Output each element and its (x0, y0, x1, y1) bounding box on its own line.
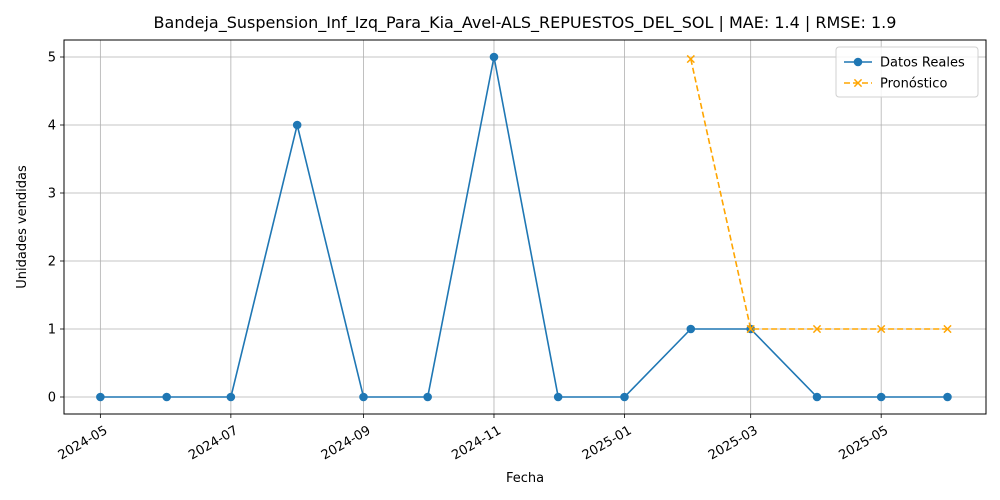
data-point-actual (423, 392, 432, 402)
data-point-actual (162, 392, 171, 402)
grid-lines (64, 40, 986, 414)
legend-swatch-marker (853, 57, 863, 67)
y-tick-label: 2 (48, 255, 56, 270)
x-marker-stroke (746, 324, 755, 334)
data-point-actual (226, 392, 236, 402)
data-point-forecast (877, 324, 886, 334)
data-point-forecast (943, 324, 952, 334)
data-point-actual (876, 392, 886, 402)
y-axis-label: Unidades vendidas (15, 165, 30, 289)
y-tick-label: 0 (48, 391, 56, 406)
plot-frame (63, 39, 987, 415)
chart-title: Bandeja_Suspension_Inf_Izq_Para_Kia_Avel… (154, 13, 897, 33)
x-marker-stroke (943, 324, 952, 334)
y-tick-label: 1 (48, 323, 56, 338)
series-layer (96, 52, 952, 402)
data-point-actual (553, 392, 563, 402)
data-point-actual (359, 392, 368, 402)
legend-entry-label: Datos Reales (880, 56, 965, 71)
data-point-forecast (746, 324, 755, 334)
data-point-actual (96, 392, 105, 402)
legend-swatch-marker (853, 78, 863, 88)
y-tick-label: 3 (48, 187, 56, 202)
legend: Datos Reales Pronóstico (835, 46, 979, 98)
y-tick-label: 4 (48, 119, 56, 134)
data-point-forecast (812, 324, 822, 334)
legend-entry-label: Pronóstico (880, 77, 947, 92)
data-point-actual (943, 392, 952, 402)
x-marker-stroke (812, 324, 822, 334)
y-tick-label: 5 (48, 51, 56, 66)
data-point-actual (686, 324, 696, 334)
legend-box (835, 46, 979, 98)
x-marker-stroke (686, 54, 695, 64)
data-point-actual (812, 392, 822, 402)
data-point-actual (620, 392, 629, 402)
x-marker-stroke (877, 324, 886, 334)
series-line-actual (100, 56, 948, 398)
x-axis-label: Fecha (506, 471, 544, 486)
data-point-actual (292, 120, 302, 130)
data-point-forecast (686, 54, 695, 64)
data-point-actual (489, 52, 499, 62)
